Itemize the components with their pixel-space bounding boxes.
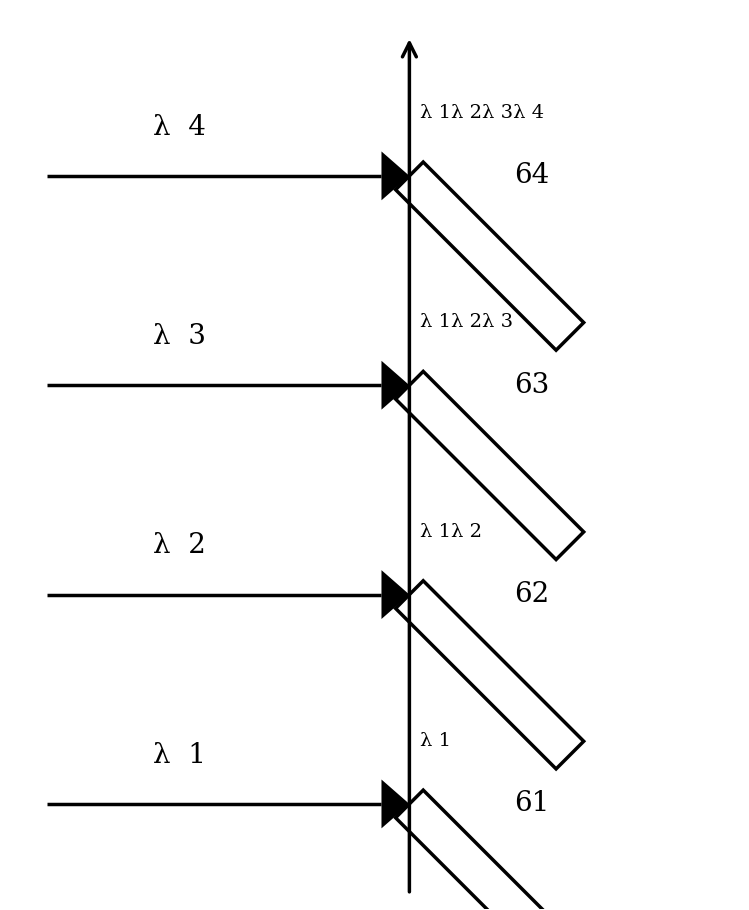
Polygon shape (395, 162, 583, 350)
Polygon shape (381, 571, 410, 619)
Text: λ 1λ 2λ 3λ 4: λ 1λ 2λ 3λ 4 (420, 104, 544, 122)
Text: λ  3: λ 3 (153, 323, 205, 349)
Text: 64: 64 (514, 162, 549, 189)
Text: 62: 62 (514, 581, 549, 608)
Text: λ 1λ 2: λ 1λ 2 (420, 522, 482, 541)
Polygon shape (381, 360, 410, 410)
Polygon shape (381, 151, 410, 200)
Text: λ  4: λ 4 (153, 114, 205, 140)
Text: λ  2: λ 2 (153, 532, 205, 560)
Text: λ  1: λ 1 (153, 742, 205, 769)
Text: 63: 63 (514, 371, 549, 399)
Polygon shape (395, 581, 583, 769)
Text: λ 1: λ 1 (420, 733, 451, 750)
Polygon shape (381, 780, 410, 828)
Text: λ 1λ 2λ 3: λ 1λ 2λ 3 (420, 313, 513, 331)
Polygon shape (395, 371, 583, 560)
Text: 61: 61 (514, 791, 550, 817)
Polygon shape (395, 790, 583, 910)
